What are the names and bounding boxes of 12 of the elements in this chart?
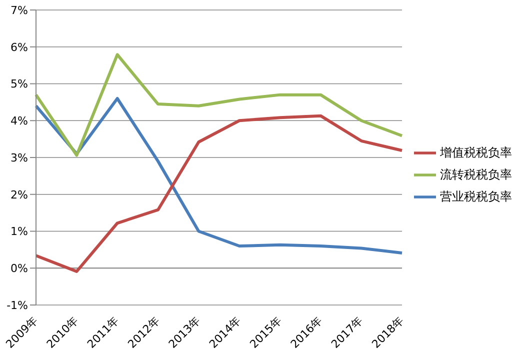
legend-label: 流转税税负率: [440, 167, 512, 182]
y-tick-label: 0%: [10, 262, 28, 276]
y-tick-label: 4%: [10, 114, 28, 128]
legend-label: 增值税税负率: [440, 145, 512, 160]
legend-label: 营业税税负率: [440, 189, 512, 204]
y-tick-label: 5%: [10, 78, 28, 91]
y-tick-label: 1%: [10, 225, 28, 238]
y-tick-label: 2%: [10, 188, 28, 202]
y-tick-label: 7%: [10, 4, 28, 17]
y-tick-label: 6%: [10, 40, 28, 54]
y-tick-label: -1%: [6, 298, 28, 312]
y-tick-label: 3%: [10, 151, 28, 164]
